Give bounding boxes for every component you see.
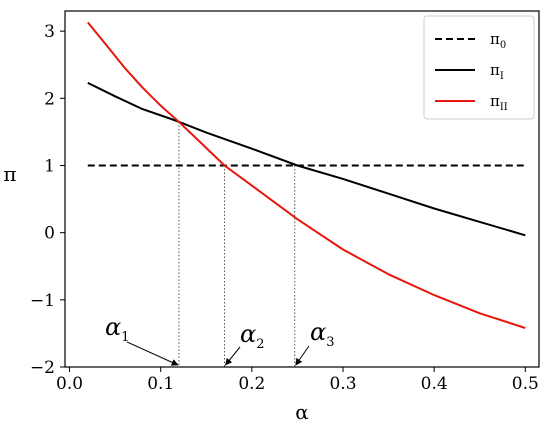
x-tick-label: 0.2 [238, 374, 265, 394]
x-axis-label: α [295, 400, 309, 424]
annotation-alpha1: α1 [105, 313, 130, 345]
y-tick-label: 2 [44, 89, 55, 109]
x-tick-label: 0.1 [147, 374, 174, 394]
annotation-arrow-alpha3 [295, 345, 310, 366]
legend-box [423, 15, 535, 120]
y-tick-label: 1 [44, 156, 55, 176]
annotation-arrow-alpha2 [225, 346, 241, 366]
y-tick-label: −1 [30, 291, 55, 311]
legend: π0 πI πII [423, 15, 535, 120]
y-axis-label: π [3, 162, 16, 186]
legend-label-piII: πII [490, 92, 508, 113]
x-tick-label: 0.5 [512, 374, 539, 394]
annotation-alpha2: α2 [240, 320, 265, 352]
annotation-arrow-alpha1 [126, 341, 179, 366]
alpha-annotations: α1 α2 α3 [105, 313, 335, 366]
annotation-alpha3: α3 [310, 318, 335, 350]
y-tick-label: −2 [30, 358, 55, 378]
y-axis-ticks: −2 −1 0 1 2 3 [30, 22, 65, 378]
legend-label-piI: πI [490, 61, 504, 82]
x-tick-label: 0.0 [56, 374, 83, 394]
y-tick-label: 3 [44, 22, 55, 42]
plot-frame [64, 10, 540, 368]
x-tick-label: 0.3 [329, 374, 356, 394]
y-tick-label: 0 [44, 224, 55, 244]
legend-label-pi0: π0 [490, 30, 506, 51]
x-tick-label: 0.4 [421, 374, 448, 394]
drop-lines [178, 121, 296, 367]
series-line-piI [87, 82, 526, 237]
x-axis-ticks: 0.0 0.1 0.2 0.3 0.4 0.5 [56, 367, 539, 394]
series-layer [87, 21, 526, 329]
series-line-piII [87, 21, 526, 329]
